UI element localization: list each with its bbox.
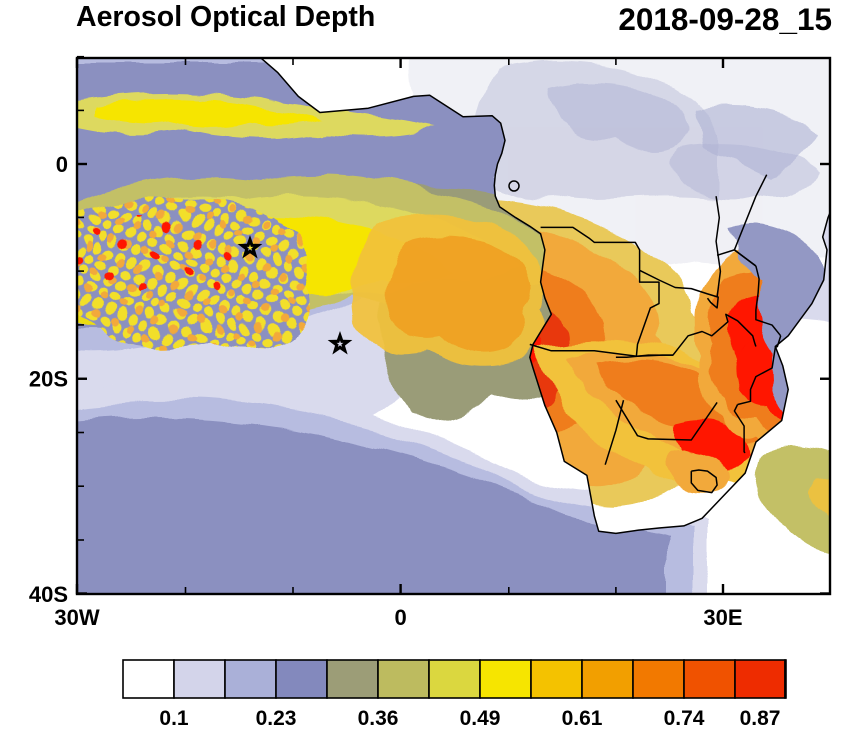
svg-text:30W: 30W [54,605,99,630]
svg-text:0: 0 [394,605,406,630]
svg-text:0.36: 0.36 [358,707,399,730]
svg-text:40S: 40S [29,582,68,607]
svg-text:0.87: 0.87 [740,707,781,730]
svg-text:20S: 20S [29,367,68,392]
svg-text:0.61: 0.61 [562,707,603,730]
svg-text:0.49: 0.49 [460,707,501,730]
svg-text:0.1: 0.1 [159,707,189,730]
svg-text:0.74: 0.74 [664,707,705,730]
svg-text:0.23: 0.23 [256,707,297,730]
svg-text:0: 0 [56,152,68,177]
svg-text:30E: 30E [703,605,742,630]
